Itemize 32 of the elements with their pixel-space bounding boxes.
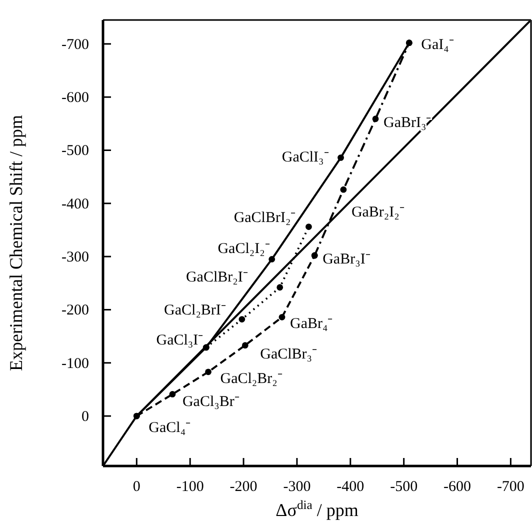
annotation: GaClI₃⁻ [282, 150, 329, 166]
annotation: GaBr₄⁻ [290, 316, 333, 332]
y-axis-title: Experimental Chemical Shift / ppm [6, 115, 26, 371]
x-tick-label: -300 [283, 479, 311, 495]
x-tick-label: -700 [496, 479, 524, 495]
annotation: GaCl₂BrI⁻ [164, 302, 226, 318]
annotation: GaClBr₃⁻ [260, 346, 318, 362]
annotation: GaCl₂I₂⁻ [218, 241, 270, 258]
annotation: GaCl₄⁻ [148, 420, 191, 436]
x-tick-label: -500 [390, 479, 418, 495]
y-tick-label: -400 [62, 196, 89, 212]
annotation: GaClBr₂I⁻ [186, 269, 248, 286]
annotation: GaCl₂Br₂⁻ [220, 370, 282, 387]
annotation: GaBr₂I₂⁻ [351, 204, 404, 221]
y-tick-label: -300 [62, 250, 89, 266]
y-tick-label: 0 [82, 409, 89, 426]
x-axis-title: Δσ$^{dia}$ / ppm [276, 498, 358, 520]
annotation: GaBr₃I⁻ [322, 251, 370, 268]
annotation: GaI₄⁻ [421, 36, 454, 53]
x-tick-label: -600 [444, 479, 472, 495]
y-tick-label: -500 [62, 143, 89, 160]
x-tick-label: -200 [230, 479, 258, 495]
y-tick-label: -600 [62, 90, 89, 106]
x-tick-label: -100 [176, 479, 204, 495]
x-tick-label: -400 [336, 479, 364, 495]
y-tick-label: -100 [62, 356, 89, 372]
annotation: GaClBrI₂⁻ [234, 210, 296, 226]
y-tick-label: -200 [62, 302, 89, 319]
y-tick-label: -700 [62, 36, 89, 53]
annotation: GaCl₃I⁻ [156, 332, 204, 348]
x-tick-label: 0 [132, 479, 140, 495]
annotation: GaCl₃Br⁻ [182, 394, 240, 410]
